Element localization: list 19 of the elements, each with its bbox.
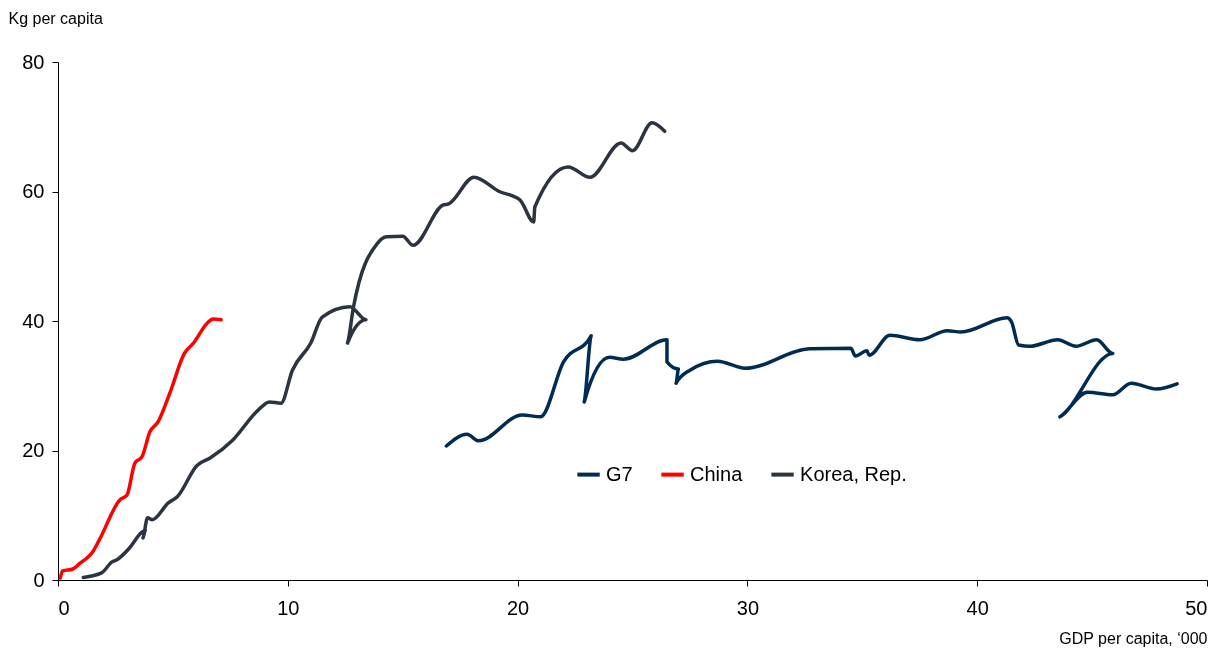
legend-label: China xyxy=(690,462,744,485)
x-tick-label: 0 xyxy=(58,596,70,619)
y-tick-label: 20 xyxy=(22,439,45,461)
legend-label: G7 xyxy=(606,462,633,485)
y-tick-label: 0 xyxy=(33,568,45,591)
y-tick-label: 60 xyxy=(22,180,45,202)
x-tick-label: 10 xyxy=(277,596,300,619)
line-series xyxy=(58,317,223,580)
y-tick-label: 80 xyxy=(22,50,45,73)
x-tick-label: 40 xyxy=(966,596,989,619)
legend-label: Korea, Rep. xyxy=(800,462,907,485)
y-tick-label: 40 xyxy=(22,309,45,332)
x-tick-label: 30 xyxy=(736,596,760,619)
line-series xyxy=(81,121,667,580)
x-tick-label: 50 xyxy=(1185,596,1208,619)
x-axis-title: GDP per capita, ‘000 xyxy=(1059,629,1208,647)
x-tick-label: 20 xyxy=(506,596,530,619)
line-series xyxy=(444,316,1179,448)
y-axis-title: Kg per capita xyxy=(8,9,103,27)
